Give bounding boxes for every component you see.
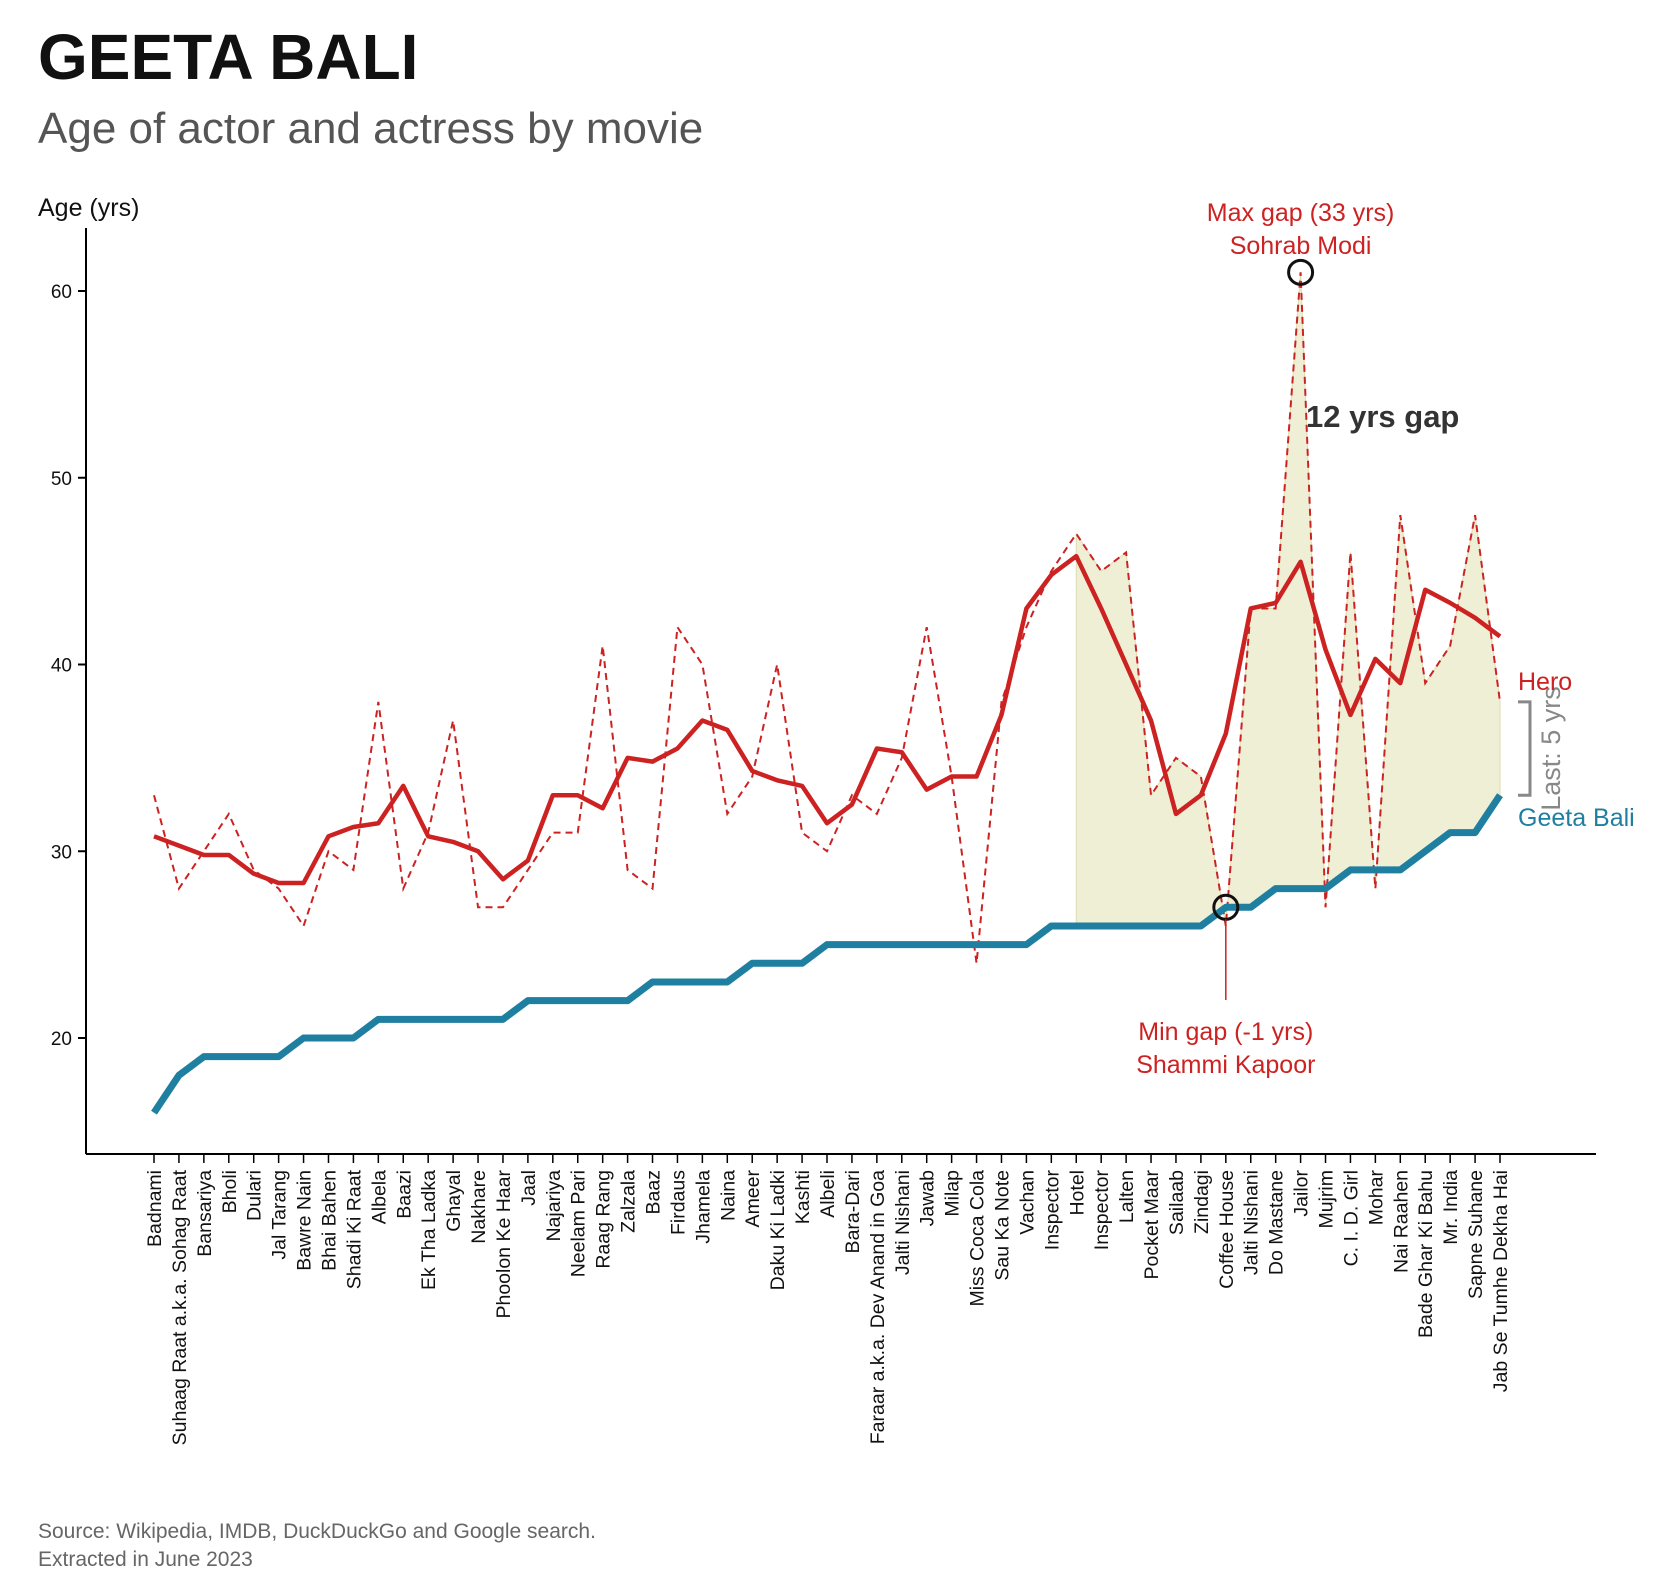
x-tick-label: Bhai Bahen	[318, 1170, 340, 1271]
gap-shading-layer	[1075, 272, 1501, 927]
x-tick-label: Kashti	[792, 1170, 814, 1224]
x-tick-label: Mohar	[1365, 1170, 1387, 1226]
x-tick-label: Bansariya	[194, 1170, 216, 1257]
max-gap-marker	[1287, 258, 1315, 286]
x-tick-label: Raag Rang	[593, 1170, 615, 1269]
x-tick-label: Faraar a.k.a. Dev Anand in Goa	[867, 1170, 889, 1444]
gap-area	[1075, 272, 1501, 927]
x-tick-label: Nai Raahen	[1390, 1170, 1412, 1273]
x-tick-label: Jab Se Tumhe Dekha Hai	[1490, 1170, 1512, 1392]
y-tick-label: 50	[51, 469, 72, 490]
x-tick-label: Baazi	[393, 1170, 415, 1219]
x-tick-label: Mujrim	[1316, 1170, 1338, 1229]
x-tick-label: Suhaag Raat a.k.a. Sohag Raat	[169, 1169, 191, 1445]
x-tick-label: Bade Ghar Ki Bahu	[1415, 1170, 1437, 1338]
y-tick-label: 60	[51, 282, 72, 303]
source-line: Source: Wikipedia, IMDB, DuckDuckGo and …	[38, 1520, 596, 1543]
x-tick-label: Lalten	[1116, 1170, 1138, 1223]
x-tick-label: Badnami	[144, 1170, 166, 1247]
x-tick-label: Pocket Maar	[1141, 1170, 1163, 1280]
y-tick-label: 20	[51, 1029, 72, 1050]
hero-series-label: Hero	[1518, 668, 1572, 696]
chart-subtitle: Age of actor and actress by movie	[38, 104, 704, 153]
y-axis-label: Age (yrs)	[38, 194, 139, 222]
y-tick-label: 30	[51, 842, 72, 863]
average-gap-label: 12 yrs gap	[1306, 399, 1459, 434]
min-gap-name: Shammi Kapoor	[1136, 1051, 1315, 1079]
x-tick-label: Zalzala	[618, 1170, 640, 1233]
x-tick-label: Do Mastane	[1266, 1170, 1288, 1275]
hero-average-line	[153, 553, 1502, 886]
x-tick-label: Najariya	[543, 1170, 565, 1242]
x-tick-label: Ameer	[742, 1169, 764, 1227]
source-note: Source: Wikipedia, IMDB, DuckDuckGo and …	[38, 1518, 596, 1574]
max-gap-label: Max gap (33 yrs)	[1207, 199, 1395, 227]
x-tick-label: Nakhare	[468, 1170, 490, 1244]
x-tick-label: Albeli	[817, 1170, 839, 1218]
y-tick-label: 40	[51, 656, 72, 677]
x-tick-label: Albela	[368, 1170, 390, 1224]
x-tick-label: Milap	[942, 1170, 964, 1217]
x-tick-label: Jaal	[518, 1170, 540, 1206]
x-tick-label: Dulari	[244, 1170, 266, 1221]
extracted-line: Extracted in June 2023	[38, 1548, 253, 1571]
x-tick-label: Jal Tarang	[269, 1170, 291, 1260]
hero-line	[153, 272, 1501, 964]
annotations: Max gap (33 yrs) Sohrab Modi Min gap (-1 y…	[1136, 199, 1635, 1079]
x-tick-label: Naina	[717, 1170, 739, 1221]
x-tick-label: Phoolon Ke Haar	[493, 1170, 515, 1319]
x-tick-label: Sailaab	[1166, 1170, 1188, 1235]
x-tick-label: Jailor	[1291, 1170, 1313, 1217]
min-gap-label: Min gap (-1 yrs)	[1138, 1018, 1313, 1046]
x-tick-label: Inspector	[1091, 1170, 1113, 1251]
x-tick-label: Ghayal	[443, 1170, 465, 1232]
x-tick-label: Vachan	[1016, 1170, 1038, 1235]
chart-title: GEETA BALI	[38, 21, 419, 93]
x-tick-label: Zindagi	[1191, 1170, 1213, 1234]
x-tick-label: Coffee House	[1216, 1170, 1238, 1289]
last-gap-label: Last: 5 yrs	[1536, 686, 1566, 811]
x-tick-label: Mr. India	[1440, 1170, 1462, 1245]
x-tick-label: C. I. D. Girl	[1340, 1170, 1362, 1266]
x-tick-label: Jawab	[917, 1170, 939, 1227]
x-tick-label: Jalti Nishani	[892, 1170, 914, 1275]
x-tick-label: Baaz	[643, 1170, 665, 1214]
x-tick-label: Sapne Suhane	[1465, 1170, 1487, 1299]
series-lines	[151, 272, 1503, 1115]
x-tick-label: Jhamela	[692, 1170, 714, 1244]
last-gap-bracket	[1518, 700, 1532, 797]
x-tick-label: Hotel	[1066, 1170, 1088, 1216]
x-tick-label: Firdaus	[667, 1170, 689, 1235]
actress-series-label: Geeta Bali	[1518, 804, 1635, 832]
axes: Age (yrs) 20 30 40 50 60	[38, 194, 1596, 1163]
x-tick-label: Jalti Nishani	[1241, 1170, 1263, 1275]
max-gap-name: Sohrab Modi	[1230, 232, 1372, 260]
x-tick-label: Shadi Ki Raat	[343, 1169, 365, 1289]
x-tick-label: Bholi	[219, 1170, 241, 1213]
x-tick-label: Bawre Nain	[294, 1170, 316, 1271]
x-tick-label: Inspector	[1041, 1170, 1063, 1251]
x-tick-label: Daku Ki Ladki	[767, 1170, 789, 1290]
x-tick-label: Sau Ka Note	[991, 1170, 1013, 1281]
x-tick-label: Miss Coca Cola	[967, 1170, 989, 1307]
x-tick-label: Ek Tha Ladka	[418, 1170, 440, 1290]
actress-line	[151, 793, 1503, 1115]
x-tick-label: Neelam Pari	[568, 1170, 590, 1277]
x-tick-label: Bara-Dari	[842, 1170, 864, 1253]
x-tick-labels: Badnami Suhaag Raat a.k.a. Sohag Raat Bans…	[144, 1169, 1512, 1445]
